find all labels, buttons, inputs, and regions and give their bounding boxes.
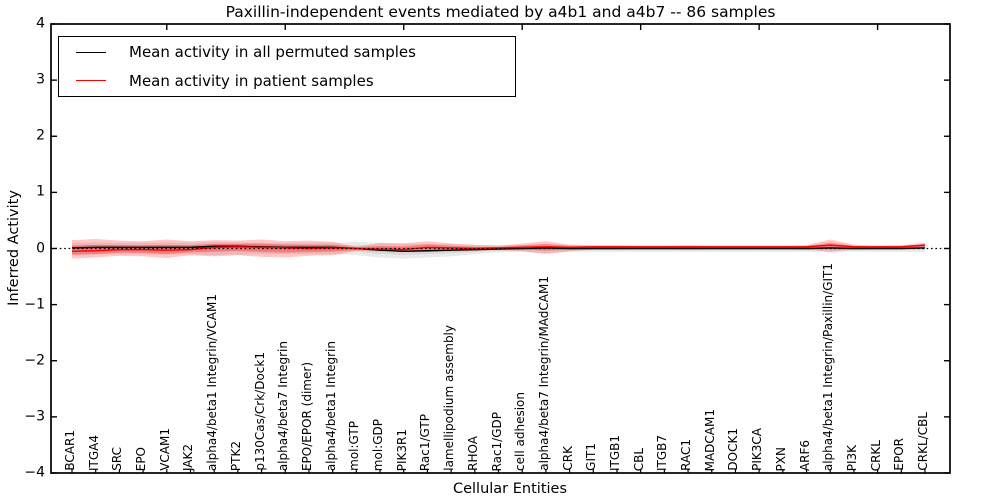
- x-tick-label: Rac1/GDP: [489, 411, 504, 471]
- x-tick-label: CRK: [560, 446, 575, 471]
- chart-title: Paxillin-independent events mediated by …: [225, 3, 776, 21]
- y-tick-label: −3: [24, 408, 45, 425]
- y-tick-label: 0: [36, 240, 45, 257]
- x-tick-label: EPO: [134, 446, 149, 471]
- legend-entry-permuted: Mean activity in all permuted samples: [59, 39, 515, 65]
- x-tick-label: EPO/EPOR (dimer): [299, 361, 314, 471]
- x-tick-label: alpha4/beta7 Integrin/MAdCAM1: [536, 276, 551, 471]
- x-tick-label: SRC: [110, 447, 125, 471]
- permuted-band-outer: [72, 241, 925, 259]
- y-tick-label: −4: [24, 464, 45, 481]
- patient-line-swatch: [76, 80, 106, 82]
- x-tick-label: Rac1/GTP: [418, 413, 433, 471]
- x-tick-label: VCAM1: [157, 428, 172, 471]
- permuted-line-swatch: [76, 51, 106, 53]
- x-tick-label: ITGA4: [86, 434, 101, 471]
- x-tick-label: alpha4/beta1 Integrin/Paxillin/GIT1: [821, 262, 836, 471]
- x-axis-label: Cellular Entities: [452, 481, 568, 497]
- x-tick-label: RAC1: [679, 439, 694, 471]
- patient-mean-line: [71, 244, 926, 253]
- y-tick-label: 2: [36, 127, 45, 144]
- x-tick-label: PTK2: [228, 440, 243, 471]
- x-tick-label: JAK2: [181, 443, 196, 471]
- x-tick-label: ITGB7: [655, 434, 670, 471]
- x-tick-label: BCAR1: [63, 430, 77, 471]
- x-tick-label: DOCK1: [726, 428, 741, 471]
- x-tick-label: CRKL/CBL: [916, 412, 930, 471]
- x-tick-label: alpha4/beta1 Integrin/VCAM1: [205, 294, 220, 471]
- x-tick-label: CRKL: [868, 439, 883, 471]
- x-tick-label: alpha4/beta1 Integrin: [323, 340, 338, 471]
- x-tick-label: ITGB1: [607, 434, 622, 471]
- x-tick-label: PIK3R1: [394, 428, 409, 471]
- x-tick-label: PIK3CA: [750, 428, 765, 471]
- y-tick-label: 1: [36, 184, 45, 201]
- y-tick-label: 4: [36, 15, 45, 32]
- x-tick-label: RHOA: [465, 436, 480, 471]
- x-tick-label: EPOR: [892, 438, 907, 471]
- x-tick-label: mol:GDP: [371, 418, 386, 471]
- x-tick-label: p130Cas/Crk/Dock1: [252, 352, 267, 471]
- x-tick-label: PXN: [773, 446, 788, 471]
- x-tick-label: lamellipodium assembly: [442, 325, 457, 471]
- x-tick-label: cell adhesion: [513, 392, 528, 471]
- x-tick-label: mol:GTP: [347, 421, 362, 471]
- legend-entry-patient: Mean activity in patient samples: [59, 68, 515, 94]
- y-tick-label: −1: [24, 296, 45, 313]
- legend: Mean activity in all permuted samples Me…: [58, 36, 516, 97]
- x-tick-label: GIT1: [584, 443, 599, 471]
- y-tick-label: 3: [36, 71, 45, 88]
- legend-label: Mean activity in all permuted samples: [129, 43, 416, 62]
- x-tick-label: CBL: [631, 447, 646, 471]
- legend-label: Mean activity in patient samples: [129, 71, 374, 90]
- x-tick-label: MADCAM1: [702, 408, 717, 471]
- x-tick-label: PI3K: [844, 444, 859, 471]
- y-tick-label: −2: [24, 352, 45, 369]
- x-tick-label: alpha4/beta7 Integrin: [276, 340, 291, 471]
- x-tick-label: ARF6: [797, 439, 812, 471]
